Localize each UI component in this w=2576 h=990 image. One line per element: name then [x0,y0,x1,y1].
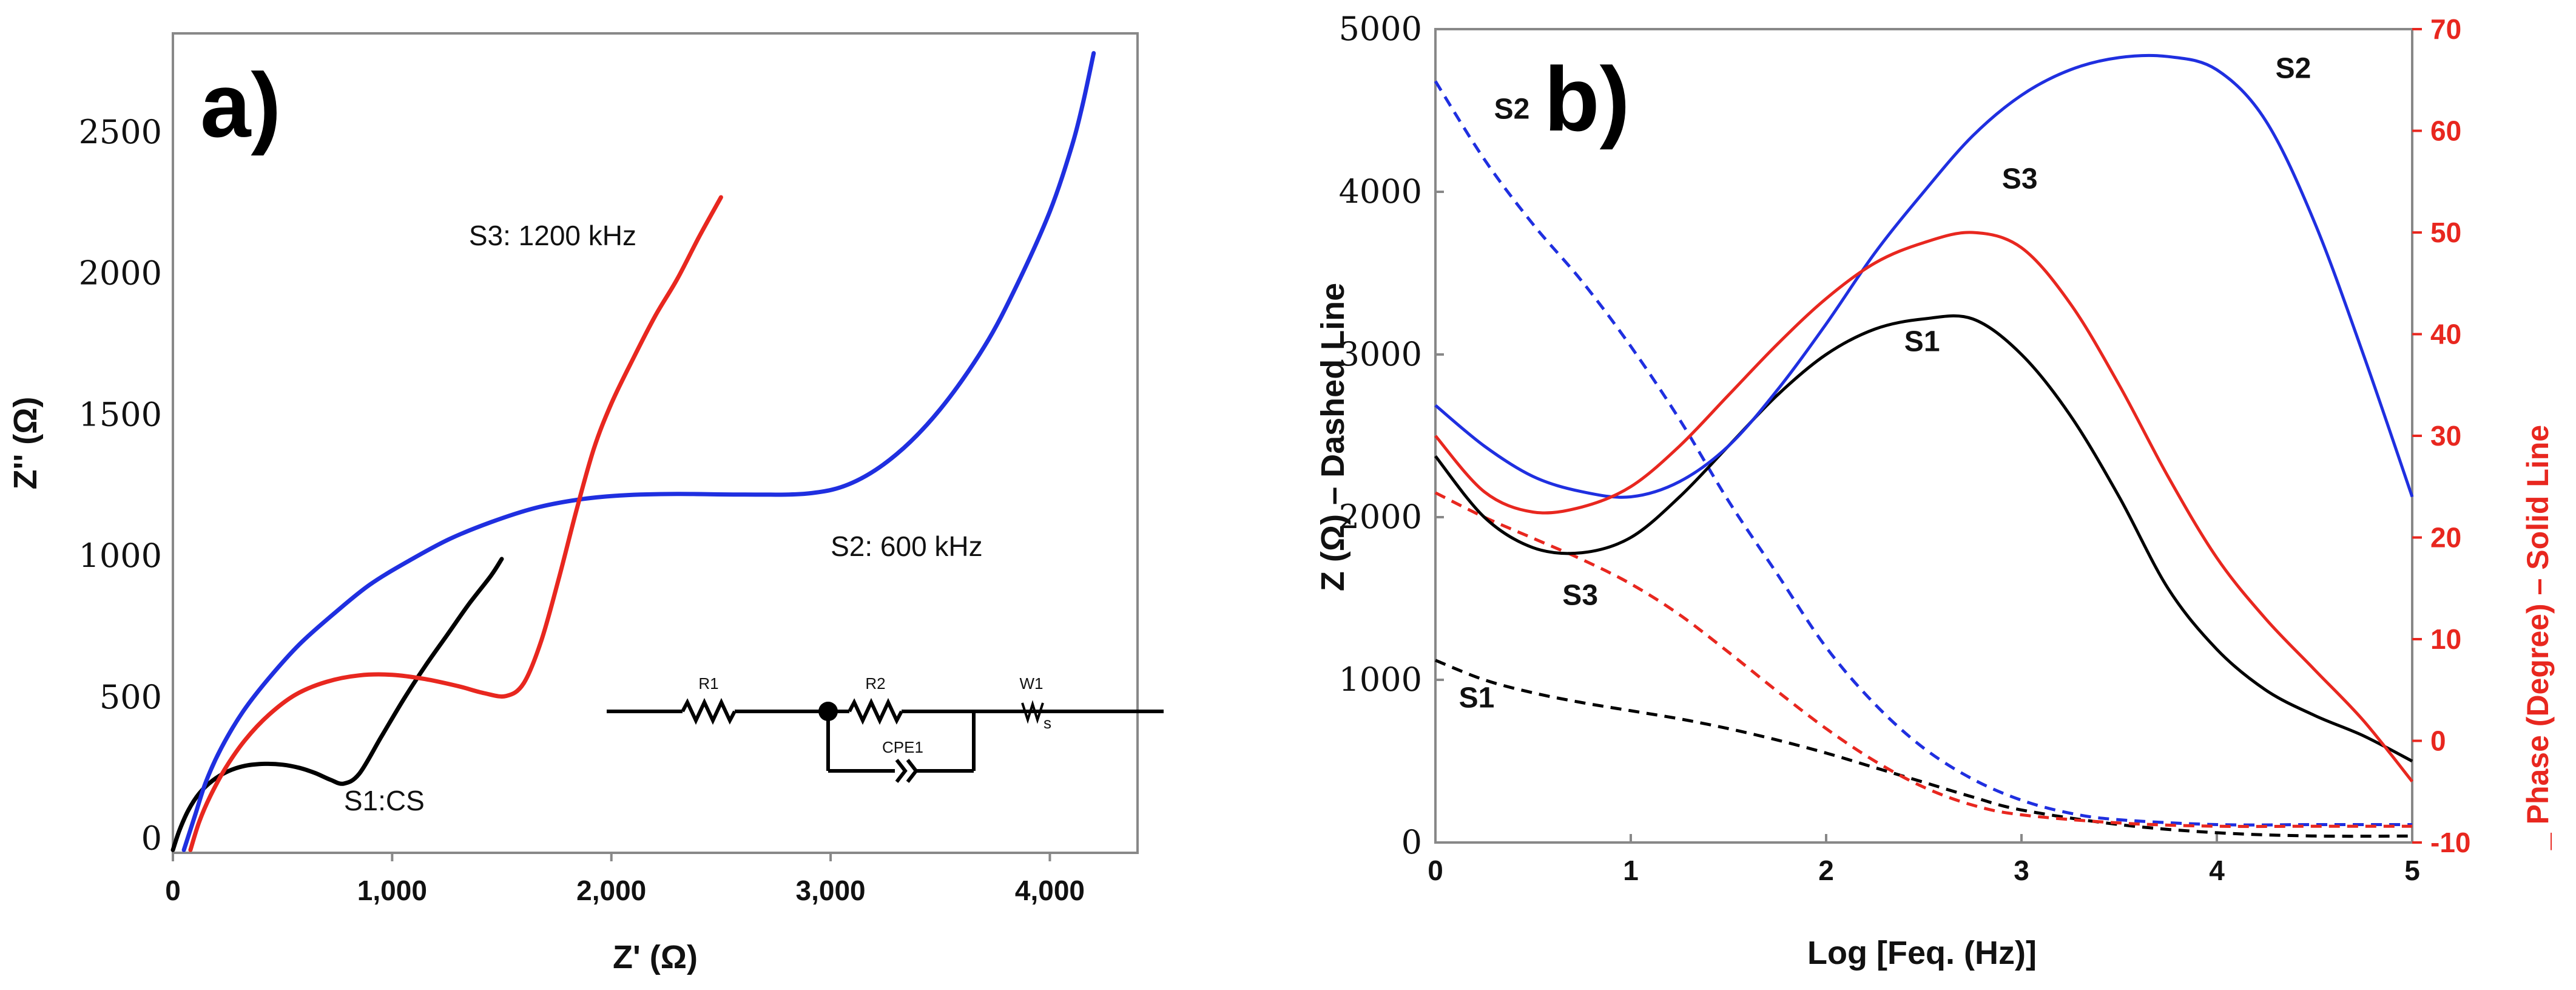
b-annotation: S1 [1904,326,1940,358]
b-y-tick-label: 0 [1401,823,1422,861]
circuit-label-w1: W1 [1020,674,1044,693]
circuit-label-cpe1: CPE1 [882,738,923,756]
panel-b-y-axis-label: Z (Ω) – Dashed Line [1315,283,1351,591]
panel-a-series [170,51,1096,852]
circuit-label-r1: R1 [698,674,718,693]
b-x-tick-label: 5 [2404,855,2420,886]
a-x-tick-label: 2,000 [576,875,646,906]
panel-b-right-axis-label: _ Phase (Degree) – Solid Line [2521,425,2555,850]
a-y-tick-label: 1500 [79,395,162,433]
a-series-line [170,557,504,852]
circuit-node [818,702,838,721]
b-right-tick-label: 50 [2430,217,2461,248]
a-y-tick-label: 0 [141,819,162,858]
b-annotation: S2 [1494,93,1530,125]
b-series-line [1434,314,2413,763]
a-annotation: S2: 600 kHz [831,531,983,562]
equivalent-circuit [607,697,1164,783]
b-x-tick-label: 2 [1818,855,1834,886]
b-y-tick-label: 4000 [1339,172,1422,211]
b-right-tick-label: 40 [2430,319,2461,350]
b-annotation: S1 [1459,682,1495,714]
b-right-tick-label: 70 [2430,13,2461,45]
circuit-label-r2: R2 [865,674,885,693]
a-annotation: S1:CS [344,785,425,816]
circuit-label-ws-subscript: s [1044,714,1051,732]
a-y-tick-label: 500 [99,678,162,716]
b-x-tick-label: 0 [1428,855,1443,886]
a-series-line [181,51,1096,852]
panel-a-ticks: 0 1,000 2,000 3,000 4,000 0 500 1000 1500 2000 250… [79,113,1085,906]
b-series-line [1434,53,2414,499]
b-right-tick-label: 60 [2430,115,2461,147]
panel-b-plot-frame [1434,28,2413,844]
b-series-line [1434,491,2412,829]
b-annotation: S3 [1562,580,1598,612]
b-series-line [1434,231,2413,783]
b-right-tick-label: 10 [2430,623,2461,655]
panel-b-annotations: S2 S2 S3 S1 S3 S1 [1459,52,2311,714]
b-series-line [1435,659,2413,838]
panel-a-annotations: S3: 1200 kHz S2: 600 kHz S1:CS [344,220,983,816]
a-x-tick-label: 4,000 [1015,875,1085,906]
panel-b-series [1434,53,2414,838]
b-y-tick-label: 2000 [1339,498,1422,536]
a-series-line [188,195,723,852]
b-right-tick-label: 30 [2430,420,2461,452]
b-x-tick-label: 1 [1623,855,1639,886]
a-y-tick-label: 2000 [79,254,162,293]
panel-a-x-axis-label: Z' (Ω) [613,939,698,975]
a-y-tick-label: 1000 [79,537,162,575]
warburg-element [1021,700,1044,724]
b-series-line [1434,80,2412,827]
b-right-tick-label: -10 [2430,827,2470,858]
a-x-tick-label: 3,000 [796,875,866,906]
b-right-tick-label: 20 [2430,522,2461,554]
a-y-tick-label: 2500 [79,113,162,151]
b-right-tick-label: 0 [2430,725,2446,757]
b-annotation: S2 [2276,52,2311,84]
b-x-tick-label: 3 [2014,855,2029,886]
panel-a-y-axis-label: Z'' (Ω) [7,397,44,490]
a-x-tick-label: 1,000 [357,875,427,906]
panel-b-x-axis-label: Log [Feq. (Hz)] [1807,935,2037,971]
panel-b-ticks: 0 1 2 3 4 5010002000300040005000-100102030405… [1339,10,2471,886]
a-x-tick-label: 0 [165,875,181,906]
b-y-tick-label: 5000 [1339,10,1422,48]
panel-a-label: a) [200,54,281,156]
b-annotation: S3 [2002,163,2038,195]
b-y-tick-label: 1000 [1339,660,1422,699]
b-x-tick-label: 4 [2209,855,2225,886]
b-y-tick-label: 3000 [1339,335,1422,373]
a-annotation: S3: 1200 kHz [469,220,636,251]
panel-a-plot-frame [172,32,1139,854]
panel-b-label: b) [1544,48,1630,150]
